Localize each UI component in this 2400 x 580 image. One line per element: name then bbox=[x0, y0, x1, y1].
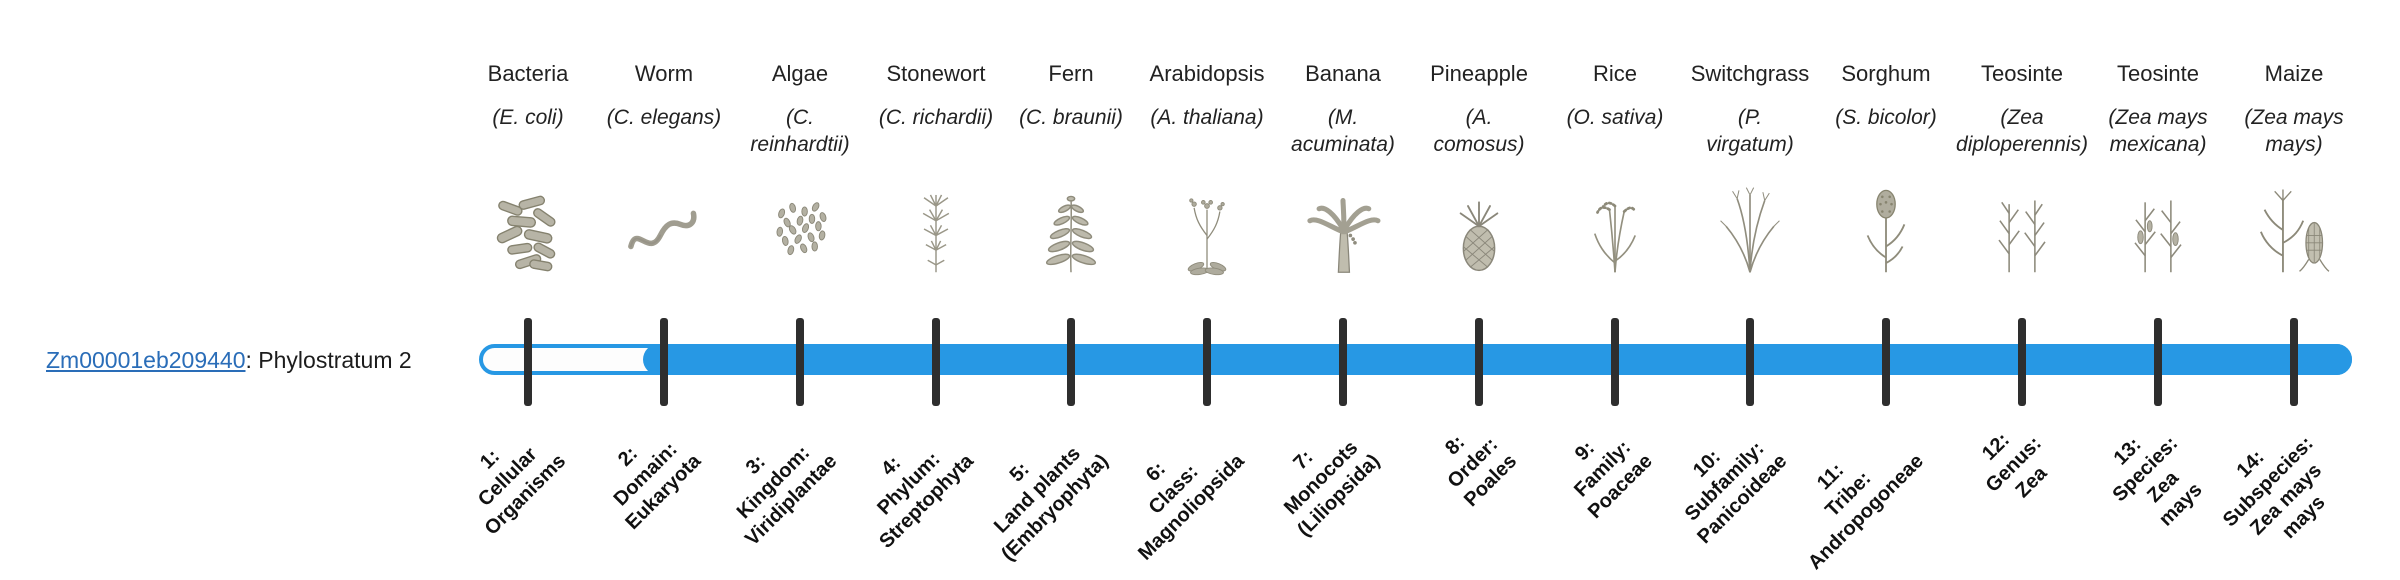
rice-icon bbox=[1563, 170, 1667, 284]
organism-common-name: Arabidopsis bbox=[1149, 61, 1265, 86]
organism-common-name: Pineapple bbox=[1430, 61, 1528, 86]
organism-scientific-name: (O. sativa) bbox=[1566, 106, 1664, 129]
organism-scientific-name: (P. virgatum) bbox=[1706, 106, 1794, 156]
stratum-label: 7: Monocots (Liliopsida) bbox=[1280, 436, 1385, 542]
gene-phylostratum-text: : Phylostratum 2 bbox=[245, 347, 412, 373]
phylostratum-tick bbox=[1746, 318, 1754, 406]
organism-common-name: Banana bbox=[1305, 61, 1381, 86]
organism-scientific-name: (Zea mays mexicana) bbox=[2108, 106, 2208, 156]
organism-common-name: Sorghum bbox=[1841, 61, 1931, 86]
organism-scientific-name: (Zea mays mays) bbox=[2244, 106, 2344, 156]
phylostratum-tick bbox=[2018, 318, 2026, 406]
stratum-label: 12: Genus: Zea bbox=[1978, 428, 2052, 503]
phylostratum-tick bbox=[1611, 318, 1619, 406]
phylostratum-tick bbox=[1203, 318, 1211, 406]
organism-common-name: Switchgrass bbox=[1690, 61, 1810, 86]
bacteria-icon bbox=[476, 170, 580, 284]
organism-scientific-name: (E. coli) bbox=[492, 106, 564, 129]
teosinte-icon bbox=[2106, 170, 2210, 284]
pineapple-icon bbox=[1427, 170, 1531, 284]
stratum-label: 13: Species: Zea mays bbox=[2108, 432, 2207, 531]
stratum-label: 6: Class: Magnoliopsida bbox=[1134, 450, 1249, 565]
organism-common-name: Teosinte bbox=[1981, 61, 2063, 86]
organism-scientific-name: (A. thaliana) bbox=[1150, 106, 1264, 129]
organism-common-name: Stonewort bbox=[886, 61, 986, 86]
phylostratum-tick bbox=[660, 318, 668, 406]
conservation-bar bbox=[479, 344, 2352, 375]
gene-link[interactable]: Zm00001eb209440 bbox=[46, 347, 246, 373]
organism-scientific-name: (C. richardii) bbox=[878, 106, 994, 129]
phylostratum-tick bbox=[1339, 318, 1347, 406]
fern-icon bbox=[1019, 170, 1123, 284]
organism-common-name: Bacteria bbox=[487, 61, 569, 86]
arabidopsis-icon bbox=[1155, 170, 1259, 284]
organism-scientific-name: (C. elegans) bbox=[606, 106, 722, 129]
organism-common-name: Algae bbox=[771, 61, 829, 86]
stratum-label: 9: Family: Poaceae bbox=[1569, 436, 1657, 524]
stratum-label: 4: Phylum: Streptophyta bbox=[872, 448, 978, 553]
stonewort-icon bbox=[884, 170, 988, 284]
phylostratum-tick bbox=[1882, 318, 1890, 406]
phylostratum-tick bbox=[1475, 318, 1483, 406]
phylostratum-tick bbox=[2290, 318, 2298, 406]
stratum-label: 8: Order: Poales bbox=[1440, 431, 1521, 512]
organism-scientific-name: (Zea diploperennis) bbox=[1956, 106, 2088, 156]
organism-common-name: Teosinte bbox=[2117, 61, 2199, 86]
organism-scientific-name: (C. reinhardtii) bbox=[750, 106, 850, 156]
organism-scientific-name: (A. comosus) bbox=[1433, 106, 1525, 156]
organism-scientific-name: (C. braunii) bbox=[1019, 106, 1123, 129]
stratum-label: 3: Kingdom: Viridiplantae bbox=[733, 441, 842, 551]
maize-icon bbox=[2242, 170, 2346, 284]
banana-icon bbox=[1291, 170, 1395, 284]
phylostratum-tick bbox=[796, 318, 804, 406]
teosinte-icon bbox=[1970, 170, 2074, 284]
gene-label: Zm00001eb209440: Phylostratum 2 bbox=[46, 347, 412, 374]
organism-common-name: Worm bbox=[634, 61, 694, 86]
organism-scientific-name: (S. bicolor) bbox=[1835, 106, 1937, 129]
organism-common-name: Fern bbox=[1048, 61, 1094, 86]
stratum-label: 5: Land plants (Embryophyta) bbox=[989, 442, 1113, 566]
switchgrass-icon bbox=[1698, 170, 1802, 284]
bar-filled-region bbox=[643, 344, 2352, 375]
phylostratum-tick bbox=[2154, 318, 2162, 406]
stratum-label: 2: Domain: Eukaryota bbox=[609, 438, 706, 535]
organism-scientific-name: (M. acuminata) bbox=[1291, 106, 1395, 156]
algae-icon bbox=[748, 170, 852, 284]
organism-common-name: Maize bbox=[2264, 61, 2324, 86]
stratum-label: 11: Tribe: Andropogoneae bbox=[1803, 450, 1928, 575]
phylostratum-tick bbox=[524, 318, 532, 406]
worm-icon bbox=[612, 170, 716, 284]
stratum-label: 10: Subfamily: Panicoideae bbox=[1680, 437, 1792, 549]
organism-common-name: Rice bbox=[1592, 61, 1637, 86]
phylostratum-tick bbox=[1067, 318, 1075, 406]
stratum-label: 14: Subspecies: Zea mays mays bbox=[2219, 432, 2330, 544]
sorghum-icon bbox=[1834, 170, 1938, 284]
phylostratum-tick bbox=[932, 318, 940, 406]
stratum-label: 1: Cellular Organisms bbox=[473, 443, 570, 540]
